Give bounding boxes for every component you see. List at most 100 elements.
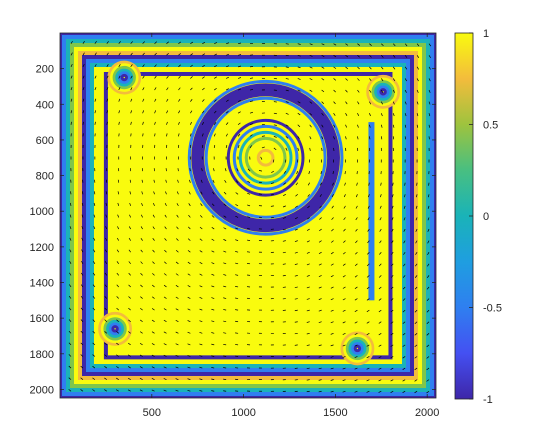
vector-arrow bbox=[306, 228, 310, 231]
vector-arrow bbox=[415, 205, 418, 209]
vector-arrow bbox=[392, 136, 395, 140]
vector-arrow bbox=[140, 214, 143, 218]
vector-arrow bbox=[81, 202, 84, 206]
vector-arrow bbox=[176, 238, 179, 241]
vector-arrow bbox=[282, 228, 286, 231]
vector-arrow bbox=[414, 309, 418, 313]
vector-arrow bbox=[106, 98, 109, 102]
vector-arrow bbox=[318, 240, 322, 243]
vector-arrow bbox=[318, 298, 322, 300]
vector-arrow bbox=[80, 319, 84, 322]
vector-arrow bbox=[70, 87, 73, 91]
vector-arrow bbox=[330, 275, 334, 278]
vector-arrow bbox=[202, 76, 205, 79]
vector-arrow bbox=[80, 389, 84, 392]
vector-arrow bbox=[164, 214, 167, 218]
vector-arrow bbox=[369, 89, 372, 93]
vector-arrow bbox=[318, 309, 322, 312]
vector-arrow bbox=[235, 262, 239, 265]
vector-arrow bbox=[273, 124, 277, 126]
vector-arrow bbox=[260, 156, 263, 160]
vector-arrow bbox=[104, 272, 108, 276]
vector-arrow bbox=[297, 136, 300, 140]
vector-arrow bbox=[199, 390, 203, 392]
vector-arrow bbox=[92, 330, 96, 334]
vector-arrow bbox=[357, 113, 360, 117]
vector-arrow bbox=[104, 284, 108, 288]
vector-arrow bbox=[404, 43, 408, 47]
vector-arrow bbox=[285, 101, 289, 103]
corner-defect bbox=[107, 60, 142, 95]
vector-arrow bbox=[151, 296, 155, 299]
vector-arrow bbox=[151, 343, 155, 346]
vector-arrow bbox=[199, 215, 203, 218]
vector-arrow bbox=[270, 193, 274, 196]
vector-arrow bbox=[187, 343, 191, 346]
vector-arrow bbox=[199, 297, 203, 299]
vector-arrow bbox=[342, 367, 346, 370]
vector-arrow bbox=[80, 295, 84, 299]
vector-arrow bbox=[321, 147, 323, 151]
vector-arrow bbox=[333, 54, 337, 58]
vector-arrow bbox=[295, 194, 298, 197]
vector-arrow bbox=[175, 249, 179, 253]
vector-arrow bbox=[68, 354, 72, 357]
vector-arrow bbox=[178, 121, 180, 125]
vector-arrow bbox=[153, 179, 155, 183]
vector-arrow bbox=[117, 179, 120, 183]
vector-arrow bbox=[369, 78, 372, 82]
vector-arrow bbox=[154, 110, 157, 114]
vector-arrow bbox=[166, 64, 169, 68]
vector-arrow bbox=[226, 53, 230, 56]
vector-arrow bbox=[415, 263, 418, 267]
spiral-core bbox=[256, 148, 275, 167]
vector-arrow bbox=[390, 321, 394, 324]
vector-arrow bbox=[318, 251, 322, 255]
vector-arrow bbox=[309, 66, 313, 69]
vector-arrow bbox=[105, 237, 108, 241]
vector-arrow bbox=[104, 377, 108, 380]
vector-arrow bbox=[249, 100, 254, 102]
vector-arrow bbox=[321, 66, 325, 69]
vector-arrow bbox=[223, 191, 227, 195]
vector-arrow bbox=[175, 308, 179, 311]
vector-arrow bbox=[129, 202, 132, 206]
vector-arrow bbox=[116, 389, 119, 392]
vector-arrow bbox=[154, 121, 156, 125]
vector-arrow bbox=[318, 379, 322, 381]
vector-arrow bbox=[403, 240, 406, 244]
vector-arrow bbox=[70, 121, 72, 125]
vector-arrow bbox=[175, 343, 179, 346]
vector-arrow bbox=[354, 367, 358, 370]
corner-defect bbox=[108, 322, 122, 336]
vector-arrow bbox=[331, 217, 334, 220]
vector-arrow bbox=[247, 180, 251, 184]
vector-arrow bbox=[330, 251, 334, 255]
vector-arrow bbox=[283, 182, 287, 185]
vector-arrow bbox=[116, 296, 119, 299]
vector-arrow bbox=[164, 249, 167, 253]
vector-arrow bbox=[332, 171, 334, 175]
vector-arrow bbox=[294, 286, 298, 289]
vector-arrow bbox=[402, 321, 406, 324]
vector-arrow bbox=[380, 182, 382, 186]
vector-arrow bbox=[92, 389, 96, 392]
vector-arrow bbox=[392, 66, 396, 70]
vector-arrow bbox=[355, 194, 358, 198]
vector-arrow bbox=[307, 217, 310, 220]
vector-arrow bbox=[199, 308, 203, 311]
vector-arrow bbox=[247, 168, 251, 172]
vector-arrow bbox=[223, 215, 227, 218]
vector-arrow bbox=[130, 110, 132, 114]
vector-arrow bbox=[92, 365, 96, 369]
vector-arrow bbox=[402, 390, 406, 394]
vector-arrow bbox=[202, 110, 205, 114]
vector-arrow bbox=[343, 228, 346, 232]
vector-arrow bbox=[247, 228, 251, 230]
vector-arrow bbox=[297, 112, 301, 116]
vector-arrow bbox=[295, 205, 298, 208]
vector-arrow bbox=[297, 66, 301, 69]
vector-arrow bbox=[330, 379, 334, 381]
vector-arrow bbox=[273, 112, 277, 115]
stripe-band bbox=[74, 47, 422, 384]
